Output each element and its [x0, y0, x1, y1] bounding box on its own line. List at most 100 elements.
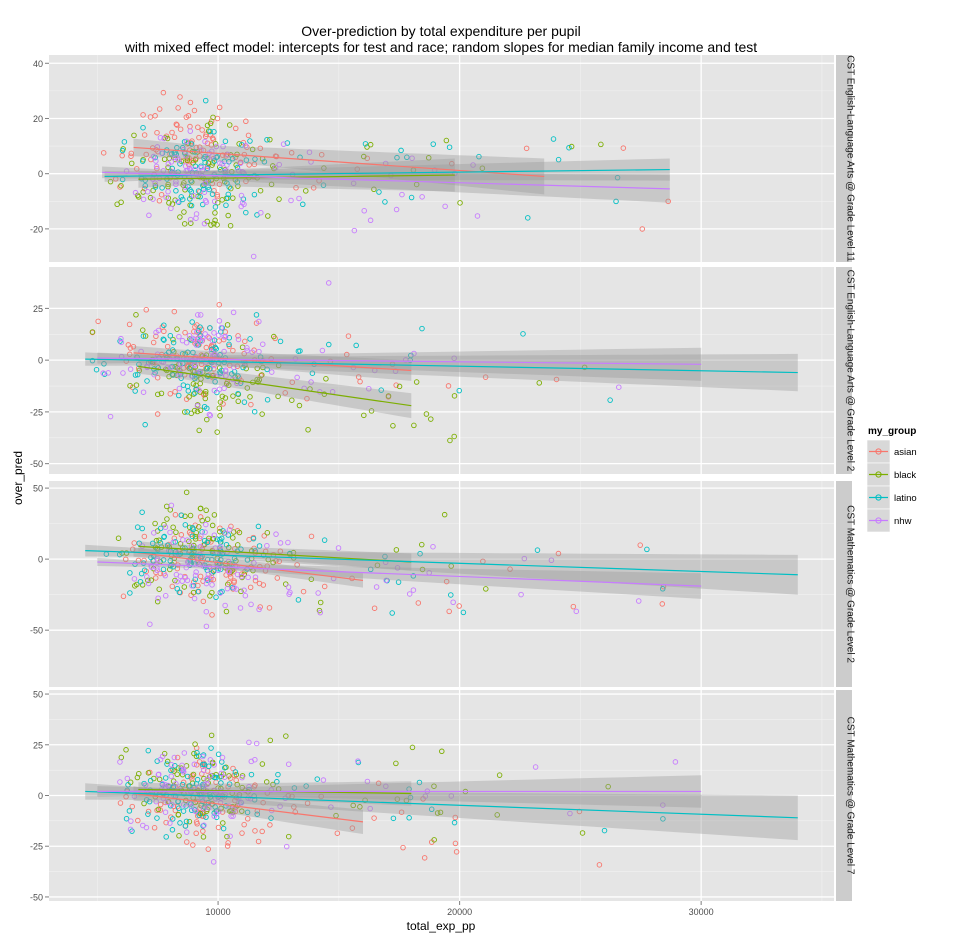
data-point-latino [218, 367, 225, 374]
data-point-nhw [573, 608, 580, 615]
data-point-nhw [153, 163, 160, 170]
data-point-nhw [315, 590, 321, 596]
data-point-black [192, 157, 199, 163]
data-point-latino [194, 776, 201, 783]
data-point-nhw [207, 412, 214, 419]
data-point-latino [162, 775, 169, 781]
data-point-latino [378, 387, 384, 393]
data-point-latino [168, 767, 174, 774]
data-point-black [197, 810, 204, 817]
data-point-latino [160, 566, 167, 573]
data-point-nhw [210, 859, 217, 865]
data-point-latino [187, 196, 193, 202]
data-point-nhw [203, 166, 210, 172]
data-point-latino [244, 566, 250, 572]
data-point-nhw [128, 818, 134, 824]
data-point-black [419, 566, 426, 573]
data-point-asian [321, 583, 328, 590]
data-point-latino [169, 827, 176, 833]
data-point-nhw [191, 761, 198, 768]
data-point-nhw [231, 364, 237, 370]
data-point-latino [136, 540, 143, 546]
data-point-black [390, 423, 396, 429]
data-point-latino [152, 184, 159, 190]
data-point-nhw [277, 803, 283, 810]
data-point-asian [194, 762, 200, 768]
data-point-nhw [154, 557, 161, 564]
data-point-black [197, 505, 204, 512]
data-point-nhw [241, 201, 247, 208]
data-point-nhw [211, 532, 218, 538]
data-point-black [236, 141, 242, 147]
data-point-latino [448, 592, 454, 598]
data-point-nhw [548, 557, 555, 564]
data-point-nhw [167, 529, 173, 536]
data-point-asian [452, 840, 459, 847]
data-point-nhw [165, 799, 171, 806]
data-point-black [174, 326, 180, 332]
data-point-latino [284, 140, 291, 146]
data-point-asian [126, 351, 133, 358]
data-point-asian [133, 166, 140, 172]
data-point-asian [334, 830, 341, 836]
data-point-nhw [242, 142, 249, 149]
data-point-latino [170, 339, 177, 346]
data-point-asian [293, 185, 299, 191]
data-point-asian [247, 584, 254, 591]
y-tick-label: 50 [33, 690, 43, 700]
data-point-black [238, 588, 244, 595]
data-point-asian [267, 822, 273, 828]
data-point-nhw [100, 370, 106, 376]
data-point-black [224, 833, 230, 840]
data-point-black [228, 185, 234, 192]
data-point-latino [207, 794, 214, 800]
data-point-nhw [285, 539, 291, 546]
data-point-asian [375, 780, 382, 787]
data-point-nhw [273, 531, 279, 537]
data-point-latino [204, 539, 211, 546]
data-point-asian [245, 132, 252, 139]
data-point-nhw [188, 543, 195, 549]
data-point-asian [187, 147, 193, 153]
data-point-nhw [238, 192, 245, 199]
legend-key-black: black [866, 462, 916, 487]
data-point-nhw [518, 591, 524, 598]
data-point-asian [119, 152, 125, 159]
data-point-asian [260, 799, 266, 806]
data-point-black [177, 214, 183, 220]
data-point-nhw [180, 802, 187, 808]
data-point-nhw [249, 349, 255, 355]
data-point-latino [406, 815, 412, 821]
data-point-latino [184, 349, 191, 356]
data-point-nhw [215, 567, 222, 574]
data-point-latino [229, 155, 236, 162]
data-point-black [211, 220, 217, 227]
data-point-black [152, 520, 158, 527]
data-point-nhw [193, 329, 200, 335]
data-point-nhw [191, 362, 198, 369]
data-point-asian [128, 150, 135, 157]
trend-line-asian [133, 792, 364, 823]
data-point-nhw [232, 563, 239, 569]
data-point-black [249, 146, 256, 153]
data-point-nhw [221, 348, 227, 355]
data-point-black [581, 364, 588, 371]
data-point-asian [117, 800, 124, 806]
data-point-nhw [277, 540, 284, 546]
data-point-nhw [150, 153, 157, 160]
data-point-black [148, 577, 155, 583]
data-point-nhw [105, 370, 111, 376]
data-point-black [141, 800, 147, 807]
data-point-nhw [202, 180, 209, 186]
data-point-latino [264, 366, 270, 373]
data-point-black [394, 796, 401, 802]
data-point-black [154, 598, 161, 605]
data-point-latino [300, 201, 306, 208]
data-point-nhw [181, 750, 188, 756]
data-point-latino [215, 751, 222, 758]
data-point-latino [456, 387, 462, 394]
data-point-latino [261, 159, 268, 165]
data-point-nhw [268, 369, 275, 375]
data-point-latino [139, 525, 145, 532]
